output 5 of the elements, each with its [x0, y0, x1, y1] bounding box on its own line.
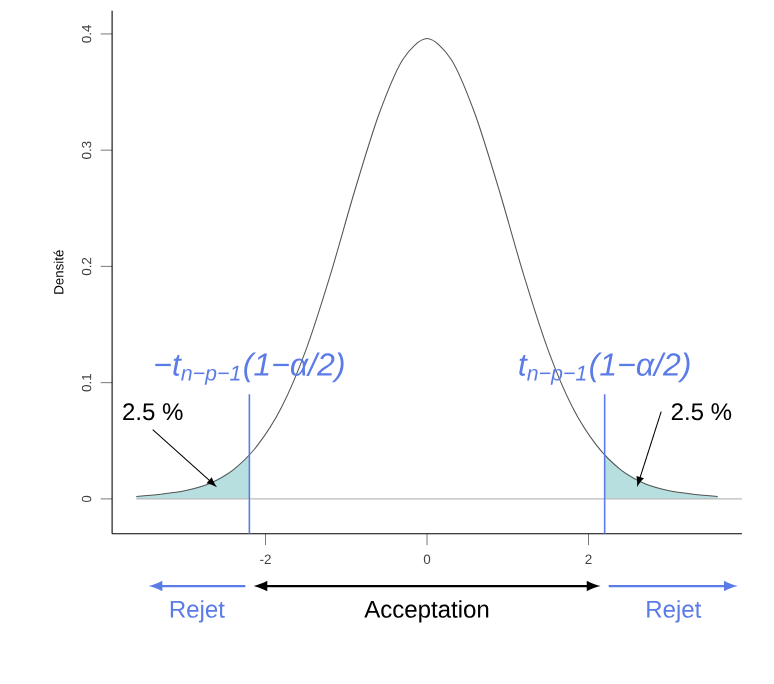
text: Acceptation — [364, 600, 489, 623]
annotation: 2.5 % — [671, 403, 732, 421]
text: Rejet — [647, 600, 702, 623]
annotation: 2.5 % — [123, 403, 183, 421]
text: Rejet — [170, 600, 225, 623]
